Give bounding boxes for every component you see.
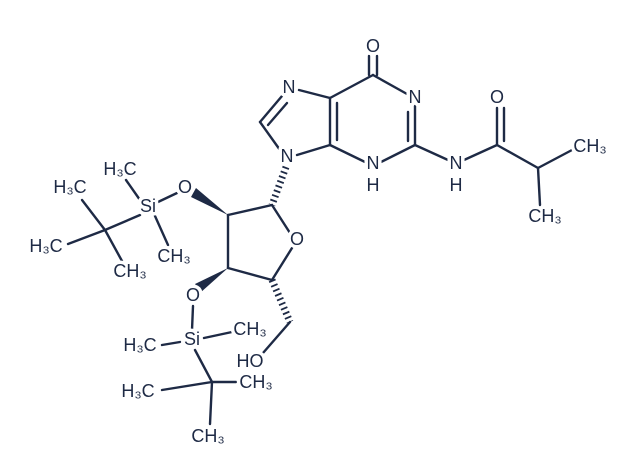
atom: H₃C [103, 159, 136, 179]
atom: H₃C [29, 236, 62, 256]
atom: HO [237, 351, 264, 371]
atom: H₃C [53, 177, 86, 197]
atom: CH₃ [191, 426, 224, 446]
atom: N [281, 146, 294, 166]
atom: Si [140, 196, 156, 216]
stereo-bonds [191, 165, 294, 324]
atom: Si [184, 329, 200, 349]
atom: O [178, 177, 192, 197]
atom: CH₃ [573, 136, 606, 156]
atom: CH₃ [157, 246, 190, 266]
atom: O [490, 87, 504, 107]
atom: CH₃ [113, 261, 146, 281]
atom: CH₃ [239, 372, 272, 392]
atom: O [290, 229, 304, 249]
bonds [66, 54, 574, 426]
atom: O [366, 36, 380, 56]
atom: CH₃ [233, 319, 266, 339]
atom-labels: O N N O CH₃ N N H N H H₃C O H₃C Si H₃C C… [26, 32, 610, 449]
atom: H₃C [121, 381, 154, 401]
atom: N [409, 87, 422, 107]
atom: N [283, 77, 296, 97]
atom: H [367, 175, 380, 195]
atom: O [186, 285, 200, 305]
atom: H₃C [123, 335, 156, 355]
atom: H [450, 175, 463, 195]
atom: N [367, 153, 380, 173]
atom: CH₃ [528, 206, 561, 226]
atom: N [450, 153, 463, 173]
